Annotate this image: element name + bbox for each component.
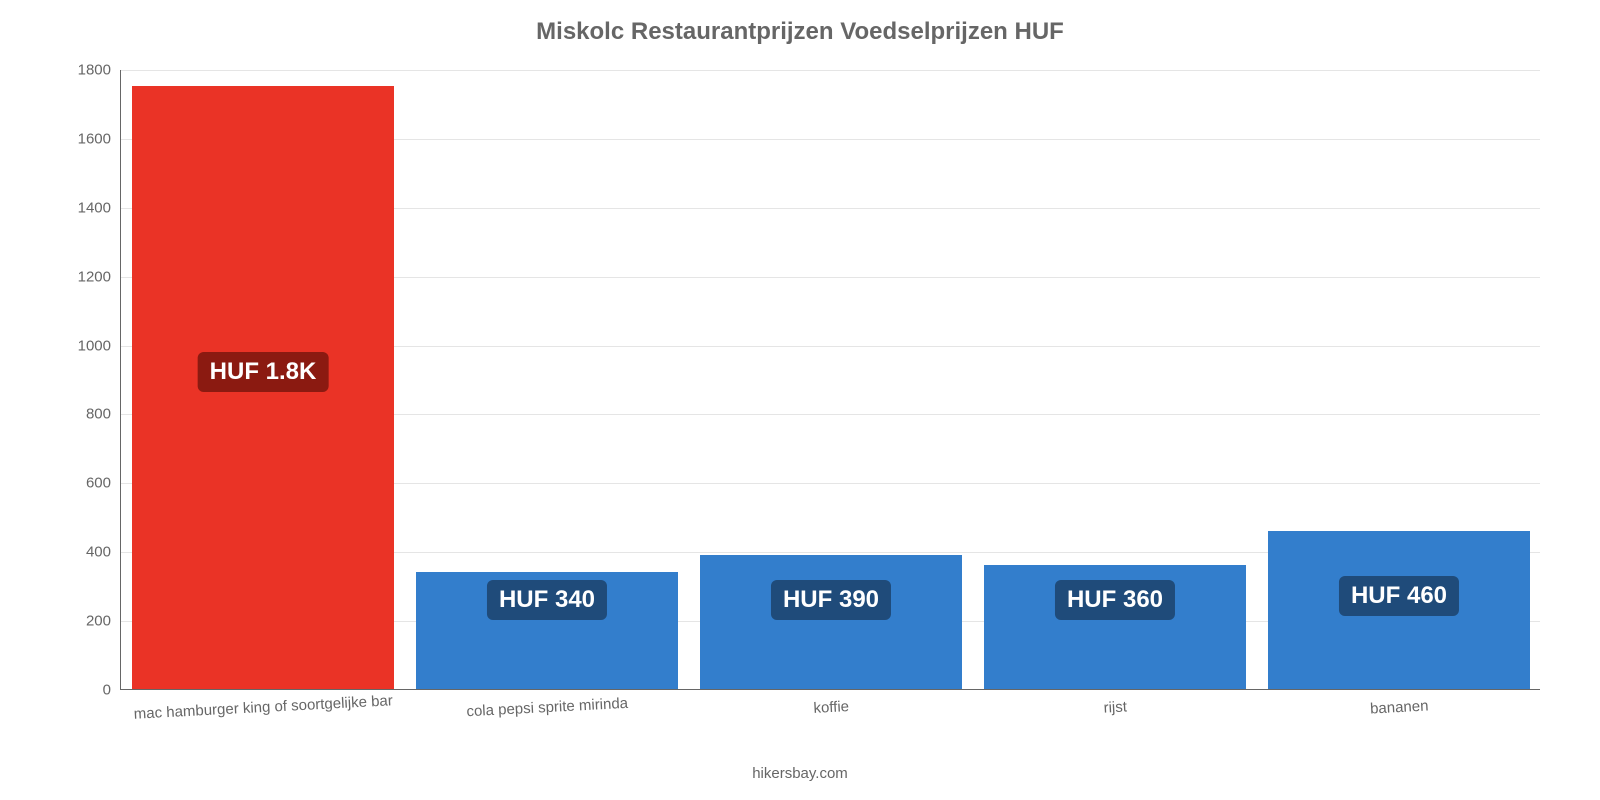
ytick-label: 600 [86,475,121,492]
ytick-label: 400 [86,544,121,561]
ytick-label: 1200 [78,268,121,285]
chart-title: Miskolc Restaurantprijzen Voedselprijzen… [0,0,1600,46]
ytick-label: 1000 [78,337,121,354]
data-label: HUF 340 [487,580,607,620]
data-label: HUF 1.8K [198,352,329,392]
data-label: HUF 390 [771,580,891,620]
plot-area: 020040060080010001200140016001800HUF 1.8… [120,70,1540,690]
footer-credit: hikersbay.com [752,765,848,782]
ytick-label: 800 [86,406,121,423]
xtick-label: rijst [1103,688,1128,716]
ytick-label: 200 [86,613,121,630]
ytick-label: 0 [103,682,121,699]
xtick-label: bananen [1369,687,1429,717]
ytick-label: 1600 [78,130,121,147]
gridline [121,70,1540,71]
bar [700,555,961,689]
xtick-label: cola pepsi sprite mirinda [466,685,629,720]
xtick-label: koffie [813,688,850,717]
data-label: HUF 360 [1055,580,1175,620]
ytick-label: 1800 [78,62,121,79]
data-label: HUF 460 [1339,576,1459,616]
ytick-label: 1400 [78,199,121,216]
